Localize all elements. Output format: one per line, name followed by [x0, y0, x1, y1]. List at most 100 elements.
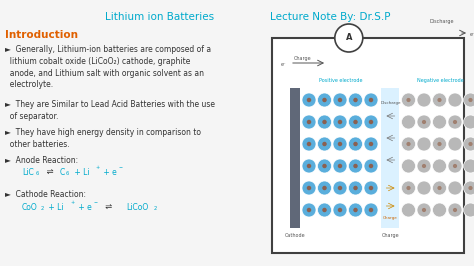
Circle shape: [432, 115, 447, 129]
Circle shape: [369, 208, 373, 212]
Circle shape: [401, 115, 416, 129]
Circle shape: [448, 93, 462, 107]
Circle shape: [338, 164, 342, 168]
Circle shape: [432, 93, 447, 107]
Circle shape: [453, 120, 457, 124]
Circle shape: [348, 203, 363, 217]
Circle shape: [369, 186, 373, 190]
Circle shape: [417, 93, 431, 107]
Circle shape: [417, 159, 431, 173]
Circle shape: [453, 208, 457, 212]
Circle shape: [307, 98, 311, 102]
Circle shape: [369, 120, 373, 124]
Circle shape: [353, 142, 358, 146]
Circle shape: [322, 142, 327, 146]
Text: + e: + e: [76, 203, 92, 212]
Circle shape: [322, 208, 327, 212]
Text: 2: 2: [41, 206, 45, 211]
Text: e⁻: e⁻: [281, 63, 286, 68]
Circle shape: [438, 186, 442, 190]
Circle shape: [338, 120, 342, 124]
Circle shape: [348, 181, 363, 195]
Circle shape: [302, 115, 316, 129]
Text: ►  Cathode Reaction:: ► Cathode Reaction:: [5, 190, 86, 199]
Text: −: −: [94, 200, 98, 205]
Circle shape: [448, 203, 462, 217]
Circle shape: [333, 115, 347, 129]
Circle shape: [322, 98, 327, 102]
Text: Introduction: Introduction: [5, 30, 78, 40]
Bar: [290, 88, 300, 228]
Circle shape: [417, 181, 431, 195]
Circle shape: [333, 137, 347, 151]
Text: ►  Anode Reaction:: ► Anode Reaction:: [5, 156, 78, 165]
Circle shape: [406, 186, 410, 190]
Circle shape: [302, 93, 316, 107]
Circle shape: [364, 115, 378, 129]
Circle shape: [338, 142, 342, 146]
Text: Negative electrode: Negative electrode: [417, 78, 464, 83]
Circle shape: [302, 137, 316, 151]
Text: ►  Generally, Lithium-ion batteries are composed of a
  lithium cobalt oxide (Li: ► Generally, Lithium-ion batteries are c…: [5, 45, 211, 89]
Circle shape: [333, 159, 347, 173]
Circle shape: [348, 115, 363, 129]
Circle shape: [364, 181, 378, 195]
Text: Cathode: Cathode: [285, 233, 305, 238]
Text: +: +: [95, 165, 99, 170]
Text: 6: 6: [66, 171, 69, 176]
Text: 2: 2: [154, 206, 157, 211]
Circle shape: [302, 159, 316, 173]
Circle shape: [353, 208, 358, 212]
Circle shape: [464, 181, 474, 195]
Circle shape: [369, 98, 373, 102]
Circle shape: [364, 203, 378, 217]
Bar: [272, 38, 464, 253]
Circle shape: [401, 159, 416, 173]
Circle shape: [318, 203, 331, 217]
Circle shape: [348, 93, 363, 107]
Circle shape: [307, 142, 311, 146]
Text: Discharge: Discharge: [380, 101, 401, 105]
Text: ►  They have high energy density in comparison to
  other batteries.: ► They have high energy density in compa…: [5, 128, 201, 149]
Circle shape: [432, 181, 447, 195]
Circle shape: [401, 93, 416, 107]
Circle shape: [322, 164, 327, 168]
Circle shape: [307, 164, 311, 168]
Text: LiCoO: LiCoO: [126, 203, 148, 212]
Text: + e: + e: [101, 168, 117, 177]
Circle shape: [338, 186, 342, 190]
Circle shape: [353, 186, 358, 190]
Circle shape: [448, 159, 462, 173]
Circle shape: [417, 137, 431, 151]
Circle shape: [318, 93, 331, 107]
Circle shape: [369, 164, 373, 168]
Circle shape: [318, 159, 331, 173]
Circle shape: [438, 98, 442, 102]
Circle shape: [353, 164, 358, 168]
Circle shape: [464, 159, 474, 173]
Circle shape: [401, 181, 416, 195]
Circle shape: [364, 93, 378, 107]
Text: Lecture Note By: Dr.S.P: Lecture Note By: Dr.S.P: [270, 12, 390, 22]
Circle shape: [318, 181, 331, 195]
Circle shape: [307, 186, 311, 190]
Circle shape: [348, 159, 363, 173]
Text: Charge: Charge: [383, 216, 398, 220]
Text: Lithium ion Batteries: Lithium ion Batteries: [105, 12, 215, 22]
Text: Charge: Charge: [382, 233, 399, 238]
Circle shape: [322, 120, 327, 124]
Circle shape: [401, 137, 416, 151]
Circle shape: [348, 137, 363, 151]
Circle shape: [422, 208, 426, 212]
Circle shape: [302, 203, 316, 217]
Circle shape: [432, 159, 447, 173]
Circle shape: [406, 98, 410, 102]
Bar: [382, 88, 400, 228]
Circle shape: [464, 203, 474, 217]
Circle shape: [422, 164, 426, 168]
Text: +: +: [70, 200, 74, 205]
Circle shape: [307, 208, 311, 212]
Circle shape: [333, 181, 347, 195]
Circle shape: [468, 98, 473, 102]
Circle shape: [322, 186, 327, 190]
